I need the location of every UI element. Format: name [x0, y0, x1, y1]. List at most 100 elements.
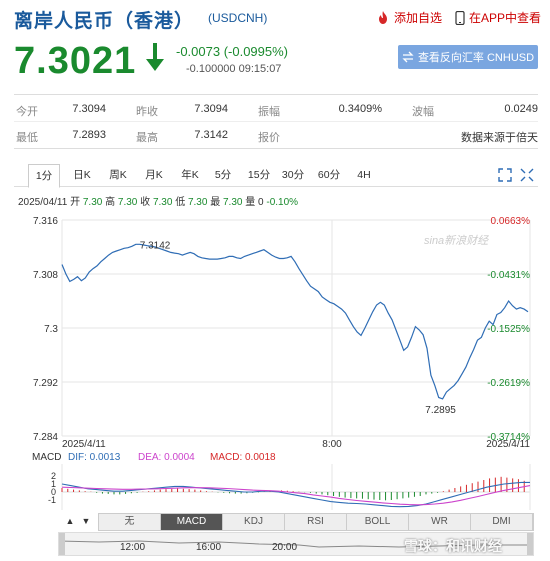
x-tick-label: 2025/4/11 [62, 439, 106, 448]
macd-legend: MACD: 0.0018 [210, 452, 276, 463]
sub-change-time: -0.100000 09:15:07 [186, 63, 281, 75]
x-tick-label: 2025/4/11 [486, 439, 530, 448]
dea-line [61, 485, 531, 506]
prev-close-label: 昨收 [136, 106, 158, 118]
timeline-scrubber[interactable] [58, 532, 534, 556]
timeline-label-20: 20:00 [272, 542, 298, 553]
open-app-label: 在APP中查看 [469, 11, 542, 25]
indicator-kdj[interactable]: KDJ [223, 514, 285, 530]
tab-1min[interactable]: 1分 [28, 164, 60, 188]
y-tick-label: 7.308 [33, 270, 58, 281]
flame-icon [379, 11, 387, 24]
macd-tick-label: 1 [51, 479, 56, 489]
timeline-overview [58, 533, 533, 555]
macd-chart: MACD DIF: 0.0013 DEA: 0.0004 MACD: 0.0018 21… [32, 452, 531, 510]
current-price: 7.3021 [14, 40, 137, 82]
pct-tick-label: -0.3714% [487, 432, 530, 443]
indicator-macd[interactable]: MACD [161, 514, 223, 530]
tab-15min[interactable]: 15分 [247, 169, 271, 181]
add-watchlist-button[interactable]: 添加自选 [376, 9, 442, 26]
indicator-wr[interactable]: WR [409, 514, 471, 530]
tab-monthly[interactable]: 月K [145, 169, 163, 181]
chart-watermark: sina新浪财经 [424, 234, 489, 247]
indicator-none[interactable]: 无 [99, 514, 161, 530]
down-arrow-icon [146, 43, 164, 71]
fullscreen-icon[interactable] [498, 168, 512, 182]
indicator-boll[interactable]: BOLL [347, 514, 409, 530]
price-chart[interactable]: 7.316 0.0663% 7.308 -0.0431% 7.3 -0.1525% 7.29… [0, 208, 550, 448]
info-prev: 7.30 [152, 197, 173, 208]
macd-legend: DIF: 0.0013 [68, 452, 121, 463]
phone-icon [455, 10, 465, 25]
price-line [61, 243, 529, 400]
wave-value: 0.0249 [504, 103, 538, 115]
y-tick-label: 7.284 [33, 432, 58, 443]
info-date: 2025/04/11 [18, 197, 68, 208]
sub-change: -0.100000 [186, 63, 236, 75]
y-tick-label: 7.3 [44, 324, 58, 335]
high-value: 7.3142 [194, 129, 228, 141]
low-label: 7.2895 [425, 405, 456, 416]
timeline-label-12: 12:00 [120, 542, 146, 553]
tab-daily[interactable]: 日K [73, 169, 91, 181]
dif-line [61, 481, 530, 508]
scroll-down-button[interactable]: ▼ [81, 516, 91, 526]
quote-time: 09:15:07 [238, 63, 282, 75]
divider [14, 148, 538, 149]
indicator-rsi[interactable]: RSI [285, 514, 347, 530]
high-label: 7.3142 [140, 240, 171, 251]
prev-close-value: 7.3094 [194, 103, 228, 115]
open-value: 7.3094 [72, 103, 106, 115]
info-pct: -0.10% [266, 197, 299, 208]
info-open-label: 开 [70, 197, 81, 208]
indicator-dmi[interactable]: DMI [471, 514, 533, 530]
pct-tick-label: -0.0431% [487, 270, 530, 281]
x-tick-label: 8:00 [322, 439, 342, 448]
info-vol-label: 量 [245, 197, 256, 208]
divider [14, 121, 538, 122]
quote-source: 数据来源于倍天 [461, 132, 538, 144]
info-low: 7.30 [187, 197, 208, 208]
reverse-rate-button[interactable]: 查看反向汇率 CNHUSD [398, 45, 538, 69]
tab-yearly[interactable]: 年K [181, 169, 199, 181]
low-value: 7.2893 [72, 129, 106, 141]
pct-tick-label: 0.0663% [491, 216, 531, 227]
amplitude-value: 0.3409% [338, 103, 382, 115]
symbol-code: (USDCNH) [208, 11, 268, 25]
info-open: 7.30 [82, 197, 103, 208]
tab-5min[interactable]: 5分 [214, 169, 232, 181]
divider [14, 94, 538, 95]
y-tick-label: 7.292 [33, 378, 58, 389]
page-title: 离岸人民币（香港） [14, 11, 195, 32]
swap-icon [402, 51, 414, 63]
open-app-button[interactable]: 在APP中查看 [455, 9, 541, 26]
pct-tick-label: -0.2619% [487, 378, 530, 389]
tab-30min[interactable]: 30分 [281, 169, 305, 181]
settings-icon[interactable] [520, 168, 534, 182]
reverse-rate-label: 查看反向汇率 CNHUSD [417, 52, 535, 64]
macd-tick-label: 2 [51, 471, 56, 481]
y-tick-label: 7.316 [33, 216, 58, 227]
tab-60min[interactable]: 60分 [317, 169, 341, 181]
info-high-label: 高 [105, 197, 116, 208]
info-prev-label: 收 [140, 197, 151, 208]
info-high: 7.30 [117, 197, 138, 208]
scroll-up-button[interactable]: ▲ [65, 516, 75, 526]
macd-tick-label: -1 [48, 495, 56, 505]
open-label: 今开 [16, 106, 38, 118]
price-change: -0.0073 (-0.0995%) [176, 44, 289, 59]
low-label: 最低 [16, 132, 38, 144]
macd-tick-label: 0 [51, 487, 56, 497]
add-watchlist-label: 添加自选 [394, 11, 443, 25]
tab-weekly[interactable]: 周K [109, 169, 127, 181]
macd-legend: MACD [32, 452, 61, 463]
info-line: 2025/04/11 开 7.30 高 7.30 收 7.30 低 7.30 最… [18, 193, 298, 208]
info-last-label: 最 [210, 197, 221, 208]
info-low-label: 低 [175, 197, 186, 208]
footer-watermark: 雪球：和讯财经 [404, 538, 502, 554]
info-vol: 0 [258, 197, 264, 208]
tab-4h[interactable]: 4H [357, 169, 371, 181]
quote-label: 报价 [258, 132, 280, 144]
high-label: 最高 [136, 132, 158, 144]
info-last: 7.30 [223, 197, 243, 208]
